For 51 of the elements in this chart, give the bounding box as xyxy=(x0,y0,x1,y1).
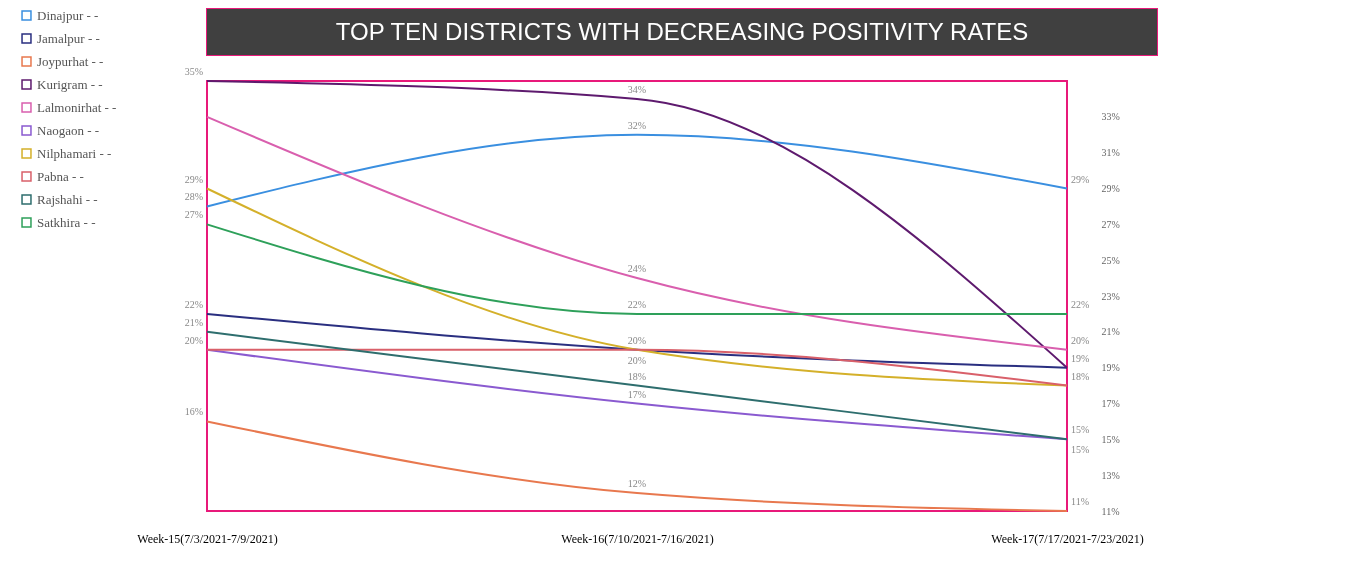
legend-label: Naogaon - - xyxy=(37,122,100,138)
data-label: 20% xyxy=(1071,334,1090,346)
data-label: 15% xyxy=(1071,424,1090,436)
data-label: 18% xyxy=(1071,370,1090,382)
data-label: 11% xyxy=(1071,496,1089,507)
legend-label: Lalmonirhat - - xyxy=(37,99,117,115)
data-label: 19% xyxy=(1071,352,1090,364)
data-label: 32% xyxy=(627,119,647,131)
y-tick-label: 23% xyxy=(1101,290,1120,302)
data-label: 22% xyxy=(1071,298,1090,310)
legend-label: Rajshahi - - xyxy=(37,191,98,207)
data-label: 21% xyxy=(184,316,203,328)
y-tick-label: 31% xyxy=(1101,147,1120,159)
data-label: 22% xyxy=(184,298,203,310)
y-tick-label: 19% xyxy=(1101,362,1120,374)
legend-label: Dinajpur - - xyxy=(37,7,99,23)
data-label: 12% xyxy=(627,478,647,490)
data-label: 35% xyxy=(184,66,203,77)
legend-label: Nilphamari - - xyxy=(37,145,112,161)
data-label: 20% xyxy=(184,334,203,346)
data-label: 29% xyxy=(1071,173,1090,185)
legend-label: Kurigram - - xyxy=(37,76,103,92)
chart-title: TOP TEN DISTRICTS WITH DECREASING POSITIVITY RATES xyxy=(335,18,1029,45)
data-label: 18% xyxy=(627,370,647,382)
x-tick-label: Week-16(7/10/2021-7/16/2021) xyxy=(561,531,714,546)
y-tick-label: 25% xyxy=(1101,254,1120,266)
data-label: 24% xyxy=(627,263,647,275)
y-tick-label: 15% xyxy=(1101,433,1120,445)
legend-label: Satkhira - - xyxy=(37,214,96,230)
legend-label: Pabna - - xyxy=(37,168,84,184)
data-label: 15% xyxy=(1071,444,1090,456)
x-tick-label: Week-17(7/17/2021-7/23/2021) xyxy=(991,531,1144,546)
data-label: 17% xyxy=(627,388,647,400)
data-label: 27% xyxy=(184,209,203,221)
legend-label: Joypurhat - - xyxy=(37,53,104,69)
y-tick-label: 13% xyxy=(1101,469,1120,481)
y-tick-label: 21% xyxy=(1101,326,1120,338)
data-label: 29% xyxy=(184,173,203,185)
data-label: 34% xyxy=(627,83,647,95)
data-label: 20% xyxy=(627,354,647,366)
data-label: 22% xyxy=(627,298,647,310)
y-tick-label: 17% xyxy=(1101,398,1120,409)
data-label: 16% xyxy=(184,406,203,418)
y-tick-label: 27% xyxy=(1101,218,1120,230)
y-tick-label: 29% xyxy=(1101,183,1120,194)
x-tick-label: Week-15(7/3/2021-7/9/2021) xyxy=(137,531,278,546)
y-tick-label: 33% xyxy=(1101,111,1120,123)
data-label: 28% xyxy=(184,191,203,203)
y-tick-label: 11% xyxy=(1101,505,1120,517)
legend-label: Jamalpur - - xyxy=(37,30,100,46)
data-label: 20% xyxy=(627,334,647,346)
